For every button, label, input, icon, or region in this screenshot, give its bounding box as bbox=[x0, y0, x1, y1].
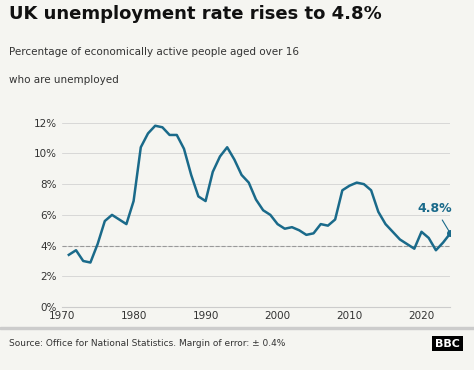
Text: 4.8%: 4.8% bbox=[418, 202, 453, 231]
Text: Source: Office for National Statistics. Margin of error: ± 0.4%: Source: Office for National Statistics. … bbox=[9, 339, 286, 348]
Text: who are unemployed: who are unemployed bbox=[9, 75, 119, 85]
Text: UK unemployment rate rises to 4.8%: UK unemployment rate rises to 4.8% bbox=[9, 5, 382, 23]
Bar bbox=[0, 327, 474, 329]
Text: Percentage of economically active people aged over 16: Percentage of economically active people… bbox=[9, 47, 300, 57]
Text: BBC: BBC bbox=[435, 339, 460, 349]
